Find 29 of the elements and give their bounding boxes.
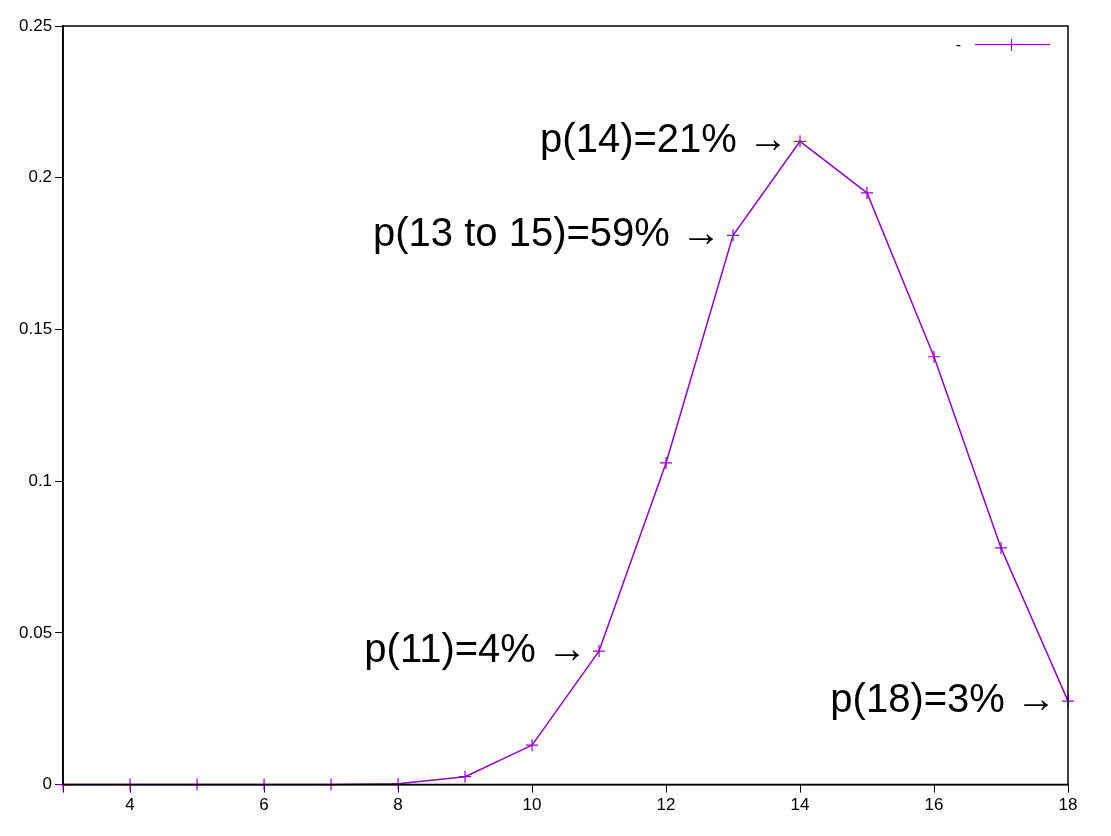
legend-label: - — [955, 36, 961, 54]
x-tick-label: 14 — [790, 795, 810, 815]
annotation: p(13 to 15)=59% → — [373, 210, 722, 255]
x-tick-label: 6 — [259, 795, 269, 815]
point — [525, 738, 539, 752]
annotation: p(11)=4% → — [364, 626, 588, 671]
y-tick-label: 0.1 — [28, 470, 53, 490]
y-tick-label: 0.15 — [18, 319, 53, 339]
annotation: p(18)=3% → — [830, 676, 1056, 721]
x-tick-label: 16 — [924, 795, 944, 815]
y-tick-label: 0 — [42, 774, 53, 794]
point — [659, 456, 673, 470]
point — [458, 770, 472, 784]
x-tick-label: 10 — [522, 795, 542, 815]
annotation: p(14)=21% → — [540, 116, 789, 161]
point — [592, 644, 606, 658]
x-tick-label: 4 — [125, 795, 135, 815]
x-tick-label: 18 — [1058, 795, 1078, 815]
y-tick-label: 0.2 — [28, 167, 53, 187]
x-tick-label: 12 — [656, 795, 676, 815]
point — [994, 541, 1008, 555]
x-tick-label: 8 — [393, 795, 403, 815]
point — [391, 777, 405, 791]
point — [793, 134, 807, 148]
y-tick-label: 0.05 — [18, 622, 53, 642]
y-tick-label: 0.25 — [18, 15, 53, 35]
point — [860, 186, 874, 200]
point — [927, 350, 941, 364]
point — [726, 228, 740, 242]
